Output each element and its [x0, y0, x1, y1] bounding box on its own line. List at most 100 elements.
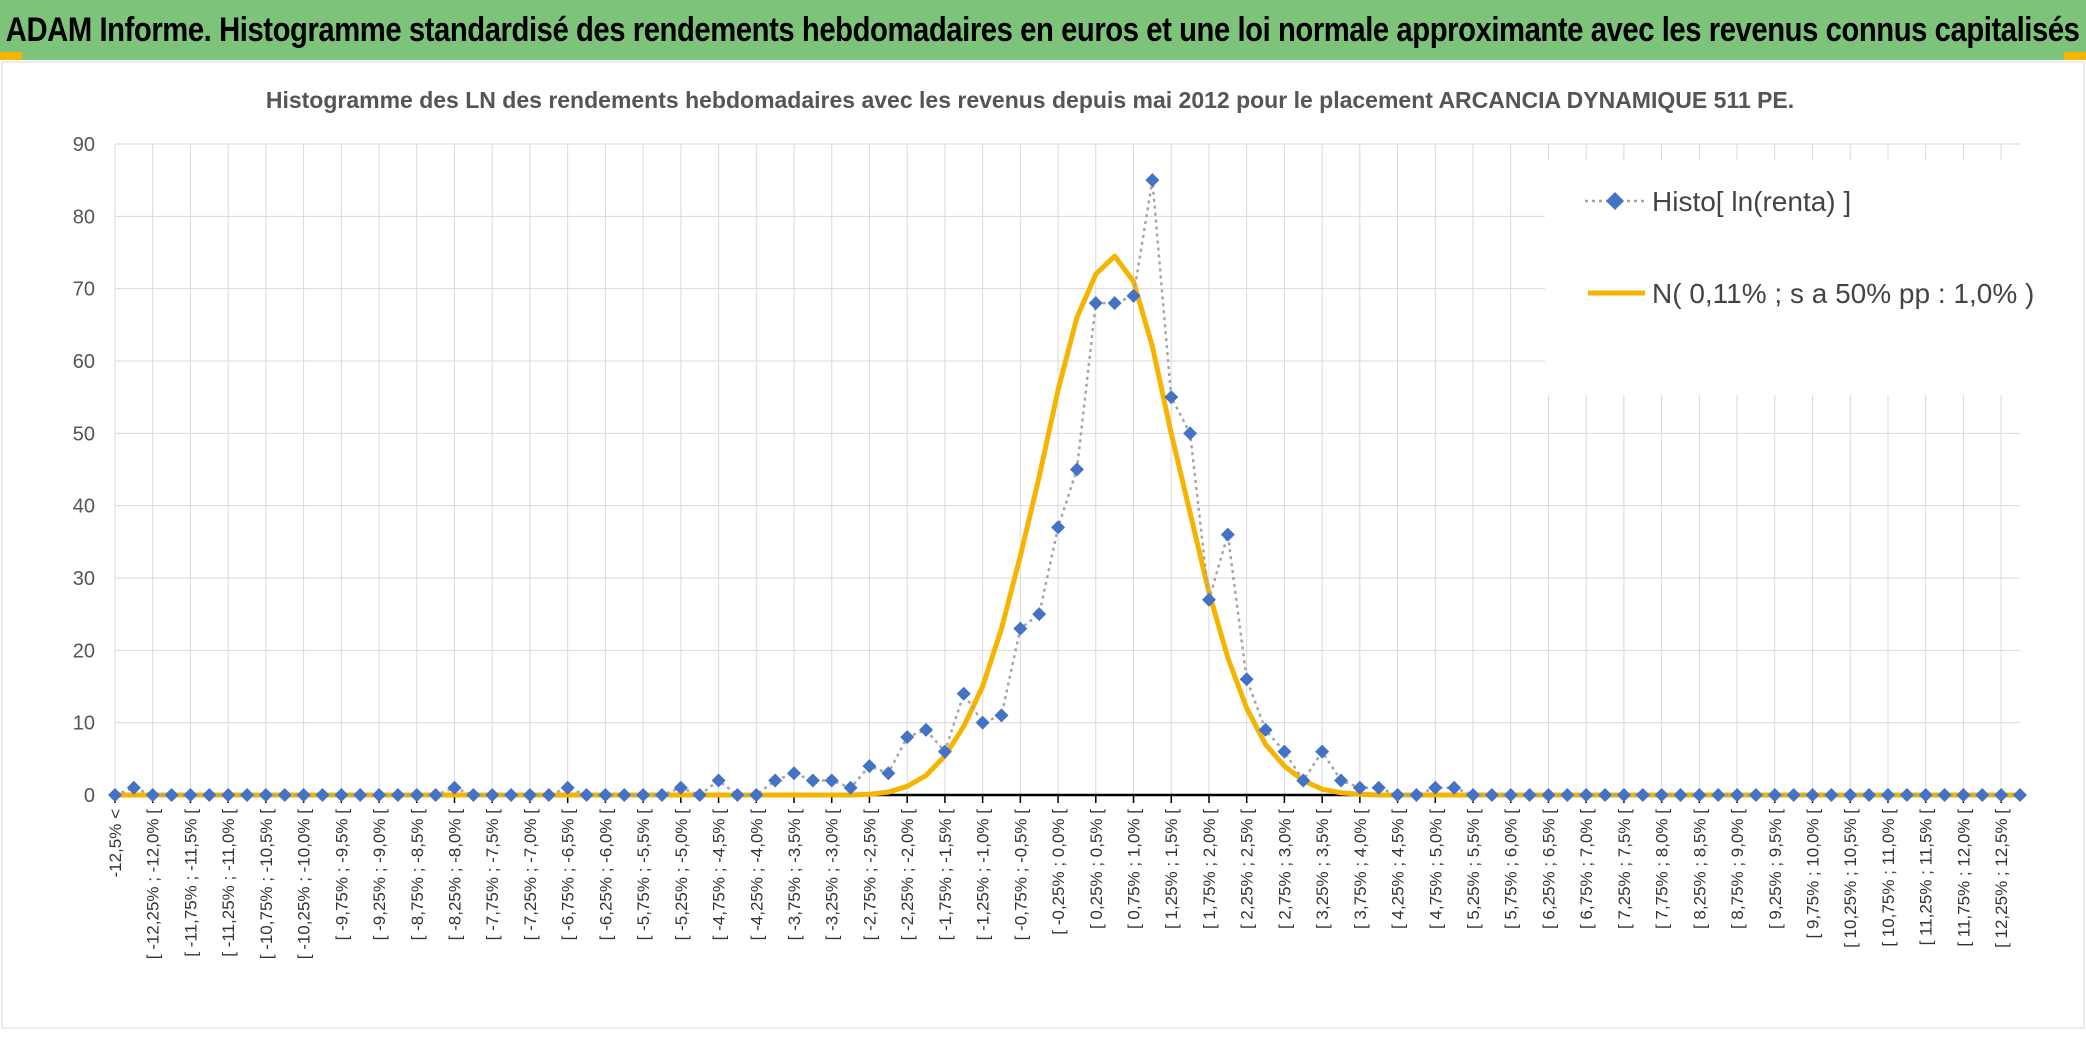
- x-tick-label: [ -4,25% ; -4,0% [: [747, 809, 766, 941]
- y-tick-label: 90: [73, 134, 95, 156]
- legend-histo-marker: [1606, 192, 1624, 210]
- histo-point: [447, 780, 462, 795]
- histo-point: [258, 788, 273, 802]
- x-tick-label: [ 1,75% ; 2,0% [: [1200, 809, 1219, 929]
- x-tick-label: [ -4,75% ; -4,5% [: [710, 809, 729, 941]
- histo-point: [1579, 788, 1594, 802]
- histo-point: [1447, 780, 1462, 795]
- x-tick-label: [ -10,75% ; -10,5% [: [257, 809, 276, 960]
- histo-point: [1390, 788, 1405, 802]
- histo-point: [1862, 788, 1877, 802]
- histo-point: [1409, 788, 1424, 802]
- histo-point: [692, 788, 707, 802]
- histo-point: [108, 788, 122, 802]
- histo-point: [1786, 788, 1801, 802]
- histo-point: [824, 773, 839, 788]
- x-tick-label: [ 0,25% ; 0,5% [: [1087, 809, 1106, 929]
- histo-point: [1201, 592, 1216, 607]
- x-tick-label: [ 8,75% ; 9,0% [: [1728, 809, 1747, 929]
- histo-point: [1711, 788, 1726, 802]
- histo-point: [485, 788, 500, 802]
- y-tick-label: 60: [73, 351, 95, 373]
- histo-point: [937, 744, 952, 759]
- x-tick-label: [ -7,25% ; -7,0% [: [521, 809, 540, 941]
- histo-point: [1032, 607, 1047, 622]
- y-tick-label: 40: [73, 496, 95, 518]
- x-tick-label: [ -2,25% ; -2,0% [: [898, 809, 917, 941]
- histo-point: [1730, 788, 1745, 802]
- x-tick-label: [ 2,25% ; 2,5% [: [1238, 809, 1257, 929]
- histo-point: [1164, 390, 1179, 405]
- histo-point: [1560, 788, 1575, 802]
- histo-point: [1635, 788, 1650, 802]
- histo-point: [1824, 788, 1839, 802]
- x-axis: -12,5% < [ -12,25% ; -12,0% [[ -11,75% ; …: [106, 793, 2020, 960]
- histo-point: [409, 788, 424, 802]
- histo-point: [598, 788, 613, 802]
- x-tick-label: [ -7,75% ; -7,5% [: [483, 809, 502, 941]
- histo-point: [1088, 296, 1103, 311]
- histo-point: [730, 788, 745, 802]
- histo-point: [1654, 788, 1669, 802]
- legend-background: [1545, 160, 2025, 395]
- histo-point: [428, 788, 443, 802]
- histo-point: [240, 788, 255, 802]
- report-banner: ADAM Informe. Histogramme standardisé de…: [0, 0, 2086, 60]
- histo-point: [1296, 773, 1311, 788]
- histo-point: [504, 788, 519, 802]
- y-tick-label: 20: [73, 640, 95, 662]
- legend: Histo[ ln(renta) ] N( 0,11% ; s a 50% pp …: [1545, 160, 2034, 395]
- x-tick-label: [ 0,75% ; 1,0% [: [1125, 809, 1144, 929]
- histo-point: [787, 766, 802, 781]
- chart-title: Histogramme des LN des rendements hebdom…: [266, 87, 1794, 113]
- histo-point: [183, 788, 198, 802]
- histo-point: [1466, 788, 1481, 802]
- x-tick-label: [ 4,75% ; 5,0% [: [1426, 809, 1445, 929]
- histo-point: [711, 773, 726, 788]
- histo-point: [1937, 788, 1952, 802]
- x-tick-label: [ 3,75% ; 4,0% [: [1351, 809, 1370, 929]
- x-tick-label: [ 7,25% ; 7,5% [: [1615, 809, 1634, 929]
- x-tick-label: [ 6,75% ; 7,0% [: [1577, 809, 1596, 929]
- banner-accent-right: [2064, 52, 2086, 60]
- x-tick-label: [ 5,25% ; 5,5% [: [1464, 809, 1483, 929]
- y-tick-label: 50: [73, 423, 95, 445]
- histo-point: [560, 780, 575, 795]
- x-tick-label: [ 6,25% ; 6,5% [: [1539, 809, 1558, 929]
- y-tick-label: 30: [73, 568, 95, 590]
- x-tick-label: [ -2,75% ; -2,5% [: [860, 809, 879, 941]
- x-tick-label: [ 4,25% ; 4,5% [: [1389, 809, 1408, 929]
- x-tick-label: [ 7,75% ; 8,0% [: [1653, 809, 1672, 929]
- x-tick-label: [ -5,25% ; -5,0% [: [672, 809, 691, 941]
- histo-point: [1899, 788, 1914, 802]
- histo-point: [372, 788, 387, 802]
- histo-point: [1220, 527, 1235, 542]
- chart-border: [1, 61, 2085, 1029]
- histo-point: [1277, 744, 1292, 759]
- x-tick-label: [ 2,75% ; 3,0% [: [1275, 809, 1294, 929]
- x-tick-label: [ -0,25% ; 0,0% [: [1049, 809, 1068, 935]
- banner-accent-left: [0, 52, 22, 60]
- histo-point: [1428, 780, 1443, 795]
- x-tick-label: [ 9,25% ; 9,5% [: [1766, 809, 1785, 929]
- x-tick-label: [ -6,25% ; -6,0% [: [596, 809, 615, 941]
- histo-point: [1880, 788, 1895, 802]
- histo-point: [673, 780, 688, 795]
- x-tick-label: [ -10,25% ; -10,0% [: [295, 809, 314, 960]
- histo-point: [900, 730, 915, 745]
- histo-point: [1051, 520, 1066, 535]
- histo-point: [1616, 788, 1631, 802]
- histo-point: [1126, 288, 1141, 303]
- y-tick-label: 0: [84, 785, 95, 807]
- histo-point: [1145, 173, 1160, 188]
- x-tick-label: [ 9,75% ; 10,0% [: [1804, 809, 1823, 939]
- x-tick-label: [ -5,75% ; -5,5% [: [634, 809, 653, 941]
- histo-point: [1805, 788, 1820, 802]
- x-tick-label: [ -1,25% ; -1,0% [: [974, 809, 993, 941]
- x-tick-label: [ 10,25% ; 10,5% [: [1841, 809, 1860, 948]
- histo-point: [749, 788, 764, 802]
- legend-normal-label: N( 0,11% ; s a 50% pp : 1,0% ): [1652, 278, 2034, 309]
- histo-point: [390, 788, 405, 802]
- x-tick-label: [ 12,25% ; 12,5% [: [1992, 809, 2011, 948]
- histo-point: [2013, 788, 2027, 802]
